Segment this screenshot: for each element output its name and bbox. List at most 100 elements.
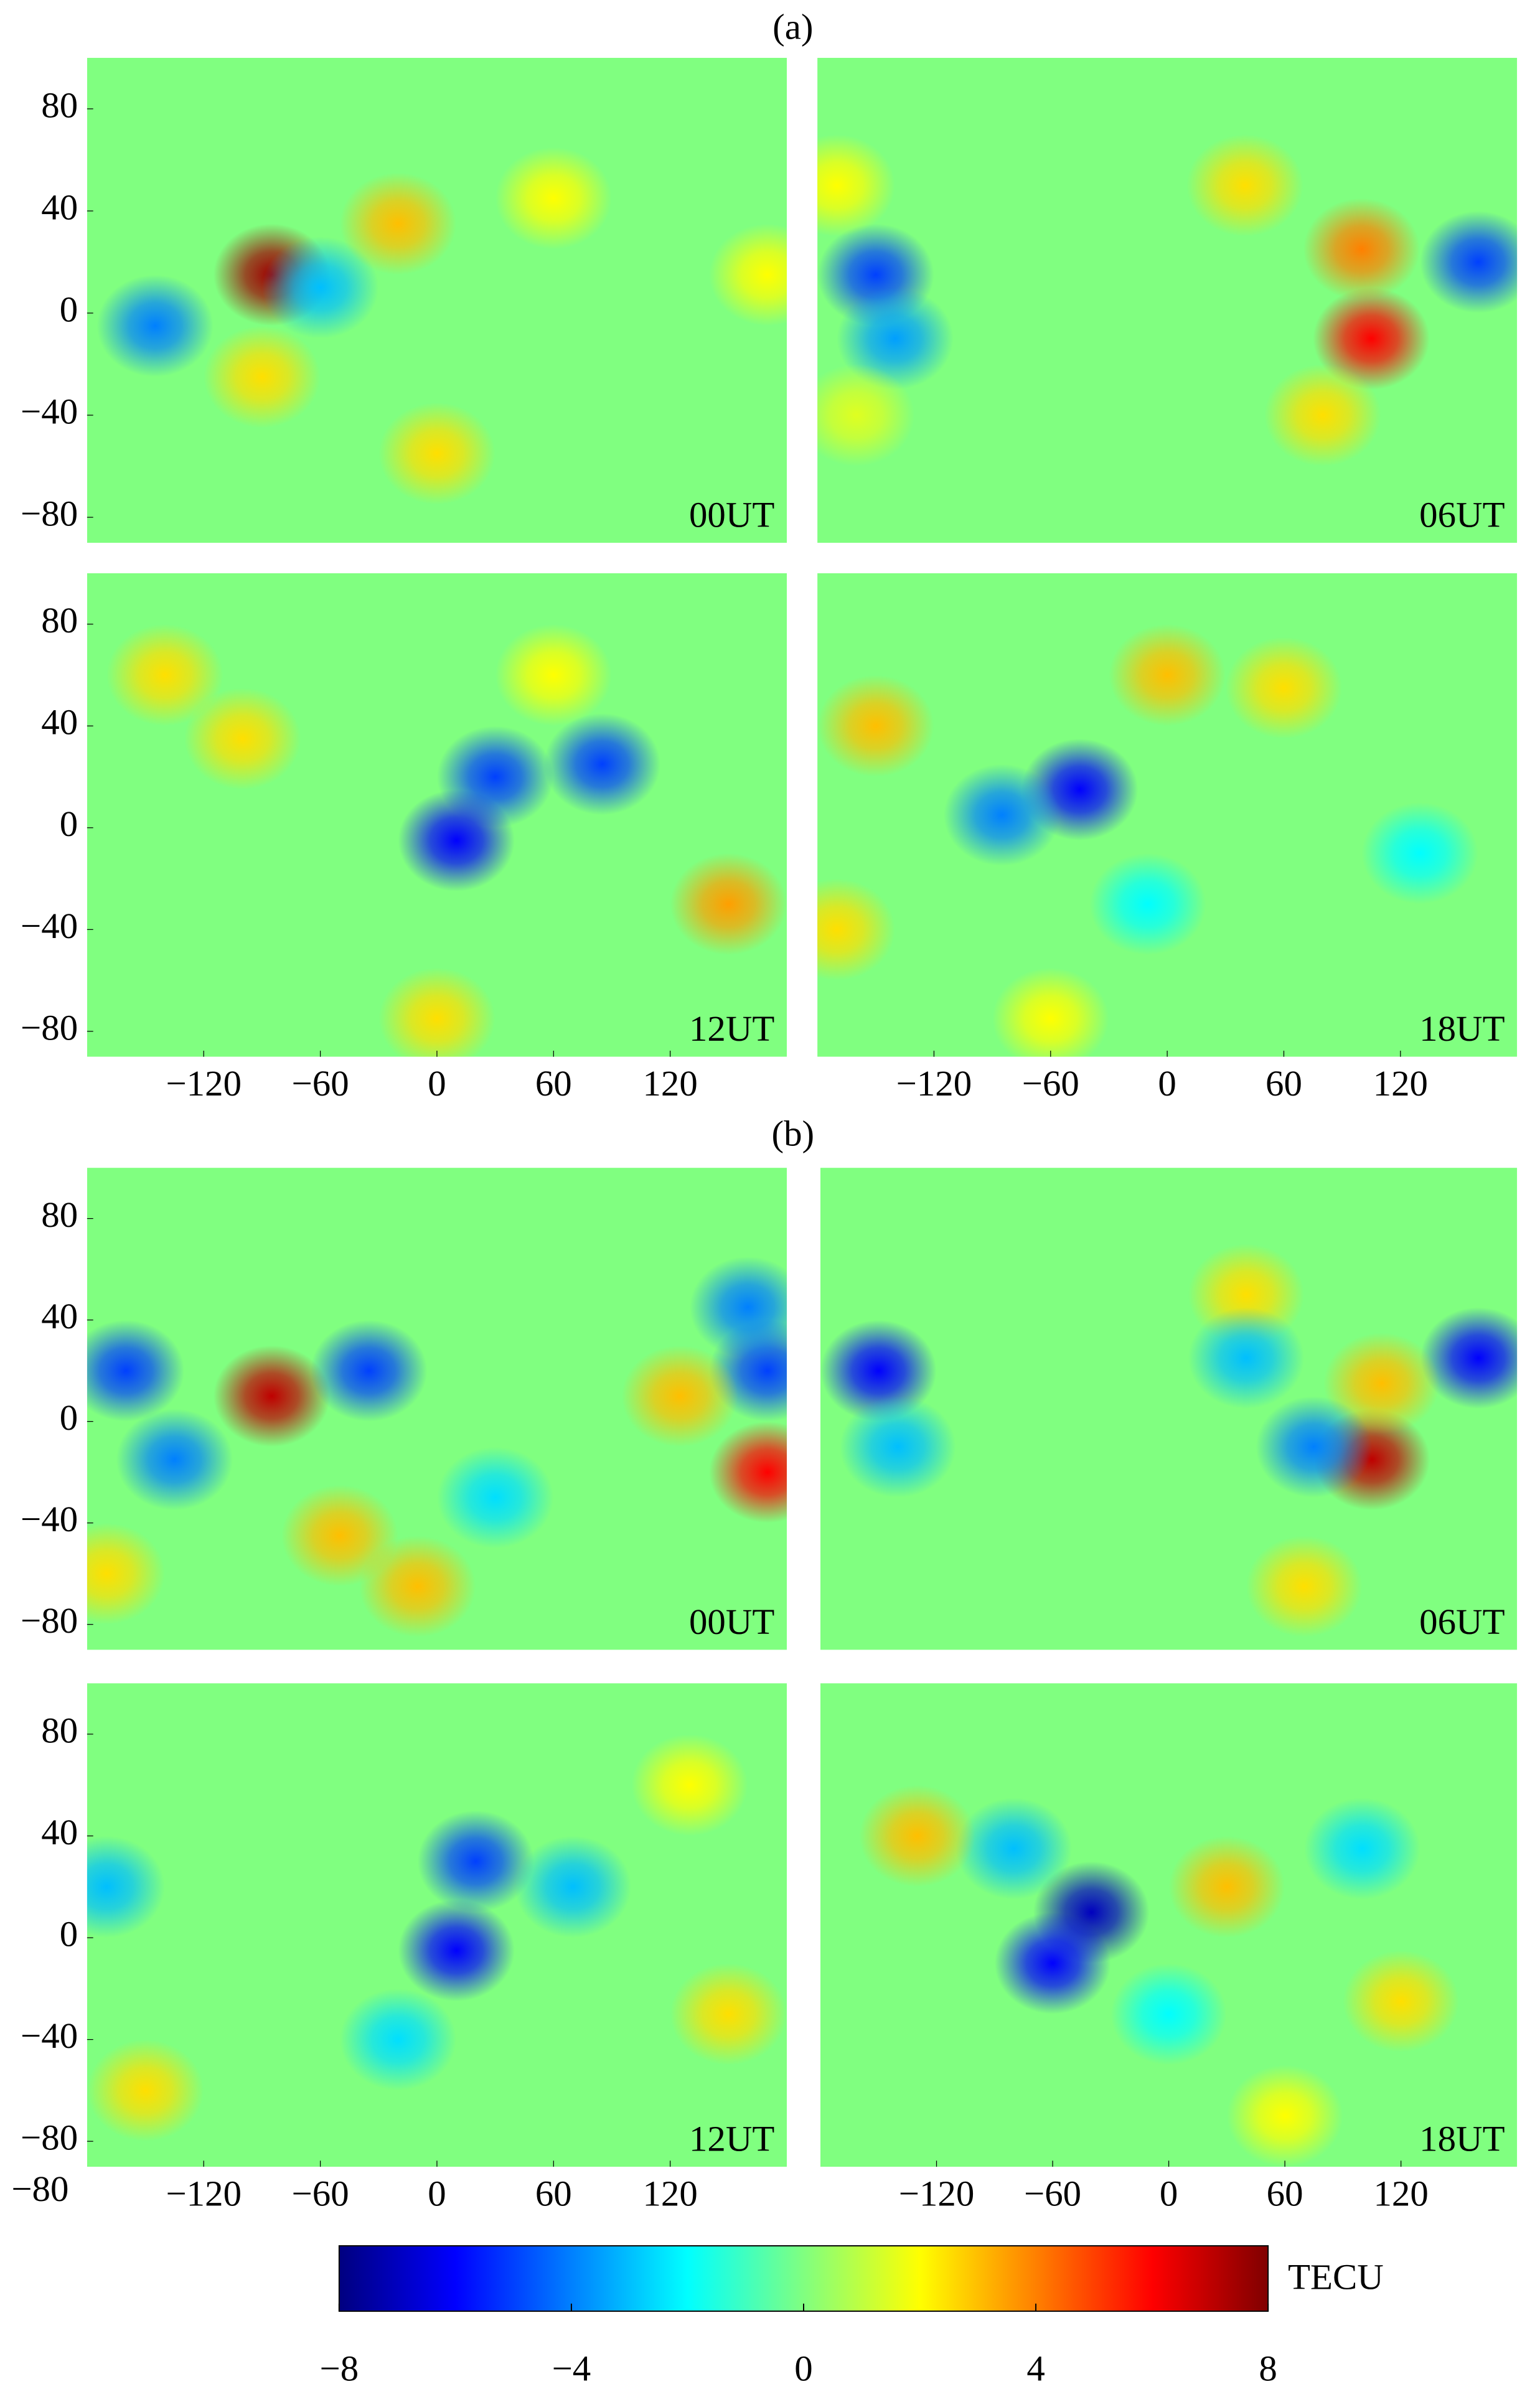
anomaly <box>261 236 379 339</box>
anomaly <box>1420 1307 1518 1409</box>
x-tick-label: −60 <box>292 1063 349 1104</box>
y-tick-label: 40 <box>41 1296 78 1336</box>
x-tick-label: −120 <box>166 2173 242 2213</box>
anomaly <box>1110 1963 1227 2065</box>
time-label: 18UT <box>1419 1008 1505 1049</box>
anomaly <box>670 853 787 955</box>
group-label: (a) <box>772 6 813 47</box>
y-tick-label: 40 <box>41 702 78 743</box>
anomaly <box>1343 1950 1459 2053</box>
map-panel <box>817 573 1518 1057</box>
anomaly <box>621 1345 738 1447</box>
anomaly <box>184 687 301 790</box>
y-tick-label: 0 <box>60 804 78 844</box>
anomaly <box>1168 1836 1285 1938</box>
map-panel <box>820 1168 1518 1650</box>
x-tick-label: 0 <box>1160 2173 1178 2213</box>
anomaly <box>1188 1307 1305 1409</box>
anomaly <box>1323 1333 1440 1435</box>
anomaly <box>944 764 1061 866</box>
anomaly <box>689 1256 787 1358</box>
anomaly <box>398 789 515 892</box>
colorbar <box>338 2245 1269 2312</box>
anomaly <box>87 1836 165 1938</box>
x-tick-label: −60 <box>1022 1063 1079 1104</box>
anomaly <box>1303 198 1420 301</box>
map-panel <box>820 1683 1518 2167</box>
map-panel <box>87 1683 787 2167</box>
group-label: (b) <box>771 1114 814 1154</box>
x-tick-label: −60 <box>292 2173 349 2213</box>
anomaly <box>1089 853 1206 955</box>
anomaly <box>840 1396 956 1498</box>
y-tick-label: 40 <box>41 187 78 227</box>
anomaly <box>87 2039 204 2142</box>
anomaly <box>1109 624 1226 726</box>
anomaly <box>87 1523 165 1625</box>
y-tick-label: −80 <box>21 1600 78 1641</box>
y-tick-label: 0 <box>60 1397 78 1438</box>
anomaly <box>994 1912 1111 2014</box>
anomaly <box>543 713 661 815</box>
y-tick-label: −40 <box>21 1499 78 1539</box>
x-tick-label: 120 <box>642 2173 697 2213</box>
x-tick-label: 60 <box>1265 1063 1302 1104</box>
anomaly <box>310 1320 428 1422</box>
anomaly <box>378 402 495 505</box>
anomaly <box>1246 1536 1363 1638</box>
anomaly <box>859 1785 975 1887</box>
anomaly <box>837 287 954 390</box>
colorbar-label: TECU <box>1288 2257 1384 2297</box>
anomaly <box>1361 802 1478 904</box>
y-tick-label: 40 <box>41 1812 78 1852</box>
map-panel <box>87 57 787 543</box>
anomaly <box>106 624 223 726</box>
anomaly <box>670 1963 787 2065</box>
anomaly <box>436 1447 554 1549</box>
anomaly <box>495 147 612 250</box>
time-label: 06UT <box>1419 1602 1505 1642</box>
x-tick-label: −120 <box>166 1063 242 1104</box>
x-tick-label: 60 <box>535 2173 572 2213</box>
time-label: 06UT <box>1419 495 1505 535</box>
anomaly <box>820 1320 937 1422</box>
map-panel <box>817 57 1518 543</box>
anomaly <box>817 364 915 467</box>
x-tick-label: −120 <box>896 1063 972 1104</box>
x-tick-label: 0 <box>1158 1063 1176 1104</box>
x-tick-label: 60 <box>1267 2173 1303 2213</box>
anomaly <box>398 1899 515 2002</box>
x-tick-label: 120 <box>1373 2173 1428 2213</box>
anomaly <box>213 1345 331 1447</box>
x-tick-label: 60 <box>535 1063 572 1104</box>
anomaly <box>1186 134 1303 237</box>
x-tick-label: −120 <box>899 2173 975 2213</box>
x-tick-label: 0 <box>428 2173 446 2213</box>
time-label: 18UT <box>1419 2119 1505 2159</box>
time-label: 00UT <box>689 495 774 535</box>
anomaly <box>1313 287 1430 390</box>
map-panel <box>87 573 787 1057</box>
x-tick-label: −60 <box>1024 2173 1081 2213</box>
y-tick-label: 80 <box>41 1710 78 1751</box>
anomaly <box>359 1536 476 1638</box>
colorbar-tick-label: 4 <box>1026 2348 1045 2388</box>
anomaly <box>709 1421 787 1523</box>
anomaly <box>1304 1798 1420 1900</box>
anomaly <box>96 274 214 377</box>
anomaly <box>417 1810 535 1913</box>
anomaly <box>378 967 495 1057</box>
colorbar-tick-label: −4 <box>552 2348 591 2388</box>
y-tick-label: −40 <box>21 392 78 432</box>
y-tick-label: −80 <box>21 2118 78 2158</box>
anomaly <box>514 1836 632 1938</box>
map-panel <box>87 1168 787 1650</box>
y-tick-label: −80 <box>21 494 78 534</box>
annotation: −80 <box>11 2169 68 2209</box>
y-tick-label: 0 <box>60 1914 78 1954</box>
anomaly <box>339 1988 457 2091</box>
anomaly <box>817 878 895 981</box>
y-tick-label: −80 <box>21 1007 78 1048</box>
time-label: 00UT <box>689 1602 774 1642</box>
